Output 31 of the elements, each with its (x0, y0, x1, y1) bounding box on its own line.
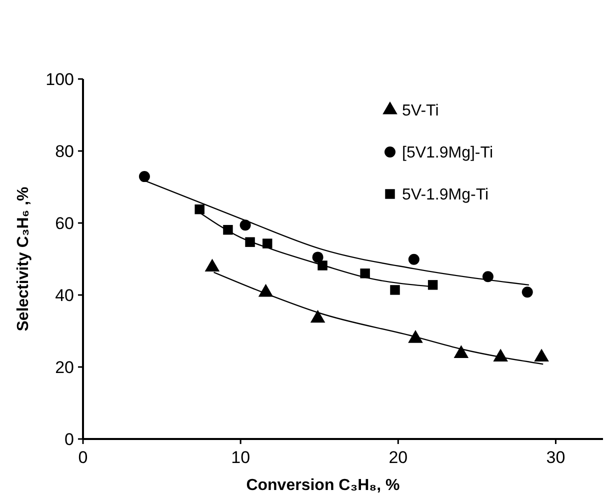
x-tick-label: 30 (546, 448, 566, 467)
point (360, 268, 370, 278)
point (262, 238, 272, 248)
point (454, 345, 469, 358)
point (310, 310, 326, 323)
y-tick-label: 60 (55, 214, 74, 233)
legend-label: 5V-Ti (402, 102, 439, 120)
x-tick-label: 10 (231, 448, 250, 467)
point (408, 254, 420, 265)
x-tick-label: 0 (78, 448, 88, 467)
y-tick-label: 100 (46, 70, 74, 89)
point (240, 220, 251, 231)
point (522, 286, 533, 298)
y-tick-label: 80 (55, 142, 74, 161)
point (408, 330, 423, 343)
point (138, 171, 150, 182)
point (428, 280, 438, 290)
point (318, 260, 328, 270)
y-tick-label: 40 (55, 286, 74, 305)
y-tick-label: 20 (55, 358, 74, 377)
point (245, 237, 255, 247)
legend-label: [5V1.9Mg]-Ti (402, 144, 493, 162)
x-axis-title: Conversion C₃H₈, % (246, 477, 400, 494)
point (534, 348, 549, 362)
point (390, 285, 400, 295)
y-axis-title: Selectivity C₃H₆ ,% (15, 186, 32, 332)
legend-label: 5V-1.9Mg-Ti (402, 186, 489, 204)
point (194, 204, 204, 214)
y-tick-label: 0 (64, 430, 74, 449)
x-tick-label: 20 (388, 448, 408, 467)
point (312, 252, 324, 263)
